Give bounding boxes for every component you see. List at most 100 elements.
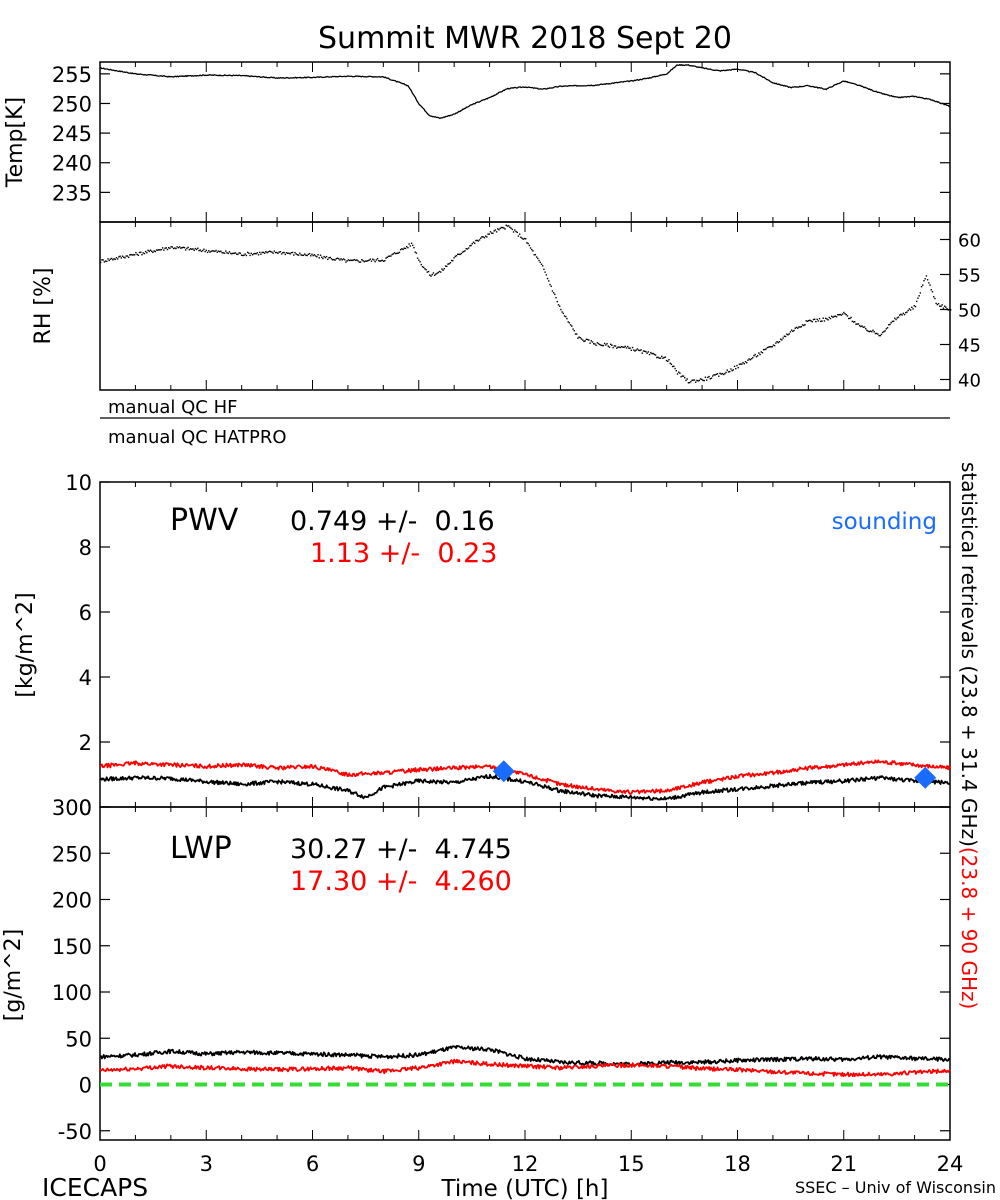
rh-data-point — [566, 317, 568, 320]
rh-data-point — [312, 254, 314, 257]
rh-data-point — [212, 250, 215, 252]
rh-data-point — [945, 306, 947, 308]
rh-data-point — [871, 330, 873, 333]
rh-data-point — [686, 378, 688, 380]
rh-data-point — [579, 337, 582, 339]
rh-data-point — [323, 255, 325, 258]
rh-data-point — [158, 249, 160, 251]
rh-data-point — [534, 253, 537, 256]
rh-data-point — [613, 345, 616, 347]
rh-data-point — [526, 242, 528, 244]
rh-data-point — [573, 330, 575, 332]
rh-data-point — [503, 227, 505, 229]
rh-data-point — [463, 250, 465, 253]
rh-data-point — [630, 349, 633, 351]
rh-data-point — [289, 253, 291, 255]
rh-data-point — [231, 253, 233, 255]
y-tick-label: 10 — [65, 471, 92, 495]
pwv-ylabel: [kg/m^2] — [13, 592, 38, 697]
rh-data-point — [755, 355, 758, 358]
rh-data-point — [856, 323, 858, 325]
rh-data-point — [140, 251, 142, 253]
pwv-series-line — [99, 759, 951, 795]
rh-data-point — [709, 378, 711, 380]
rh-data-point — [249, 254, 251, 257]
rh-data-point — [857, 323, 860, 325]
rh-data-point — [307, 253, 310, 256]
rh-data-point — [457, 253, 459, 255]
rh-data-point — [522, 238, 524, 240]
rh-data-point — [589, 342, 591, 344]
rh-data-point — [493, 230, 495, 232]
rh-data-point — [719, 372, 721, 375]
rh-data-point — [134, 254, 136, 256]
x-tick-label: 12 — [512, 1152, 539, 1176]
rh-data-point — [198, 249, 200, 252]
qc-hatpro-label: manual QC HATPRO — [108, 427, 287, 448]
rh-data-point — [136, 253, 138, 256]
rh-data-point — [746, 362, 748, 364]
rh-data-point — [166, 248, 169, 251]
rh-data-point — [815, 320, 817, 323]
rh-data-point — [671, 365, 674, 368]
rh-data-point — [379, 260, 381, 262]
rh-data-point — [500, 226, 503, 229]
rh-data-point — [466, 248, 469, 250]
rh-data-point — [242, 254, 244, 257]
rh-data-point — [412, 244, 414, 247]
rh-data-point — [781, 339, 783, 341]
rh-data-point — [690, 380, 692, 383]
rh-data-point — [926, 279, 929, 281]
rh-data-point — [141, 253, 143, 256]
rh-data-point — [206, 251, 209, 254]
rh-data-point — [164, 247, 166, 249]
rh-data-point — [161, 247, 164, 249]
rh-data-point — [274, 251, 277, 254]
rh-data-point — [823, 320, 826, 322]
rh-data-point — [239, 252, 242, 254]
rh-data-point — [572, 328, 574, 330]
rh-data-point — [611, 344, 613, 346]
rh-data-point — [359, 261, 362, 263]
rh-data-point — [146, 251, 148, 254]
rh-data-point — [368, 259, 370, 261]
rh-data-point — [880, 333, 883, 336]
rh-data-point — [410, 242, 413, 244]
rh-data-point — [446, 265, 448, 268]
rh-data-point — [362, 259, 364, 262]
rh-data-point — [789, 331, 792, 333]
rh-data-point — [855, 323, 857, 325]
rh-data-point — [743, 363, 745, 365]
rh-data-point — [841, 313, 844, 315]
rh-data-point — [228, 251, 231, 253]
rh-data-point — [790, 329, 793, 331]
rh-data-point — [444, 265, 447, 267]
rh-data-point — [520, 236, 522, 238]
rh-data-point — [114, 258, 116, 261]
rh-data-point — [238, 252, 240, 254]
pwv-stats-black: 0.749 +/- 0.16 — [290, 506, 495, 537]
rh-data-point — [467, 247, 470, 249]
rh-data-point — [879, 334, 881, 337]
rh-data-point — [472, 241, 475, 243]
rh-data-point — [504, 228, 506, 230]
rh-data-point — [301, 254, 303, 257]
rh-data-point — [775, 342, 777, 344]
rh-data-point — [752, 357, 754, 359]
rh-data-point — [622, 346, 624, 348]
rh-data-point — [765, 348, 767, 350]
rh-data-point — [877, 333, 879, 335]
rh-data-point — [549, 283, 551, 286]
rh-data-point — [342, 258, 345, 260]
rh-data-point — [330, 258, 333, 260]
rh-data-point — [872, 329, 874, 332]
rh-data-point — [777, 341, 779, 344]
rh-data-point — [430, 275, 432, 277]
rh-data-point — [103, 261, 106, 263]
rh-data-point — [637, 349, 640, 351]
rh-data-point — [435, 273, 437, 275]
rh-data-point — [255, 253, 257, 255]
rh-data-point — [818, 317, 821, 320]
rh-data-point — [440, 271, 442, 273]
rh-data-point — [120, 257, 123, 259]
